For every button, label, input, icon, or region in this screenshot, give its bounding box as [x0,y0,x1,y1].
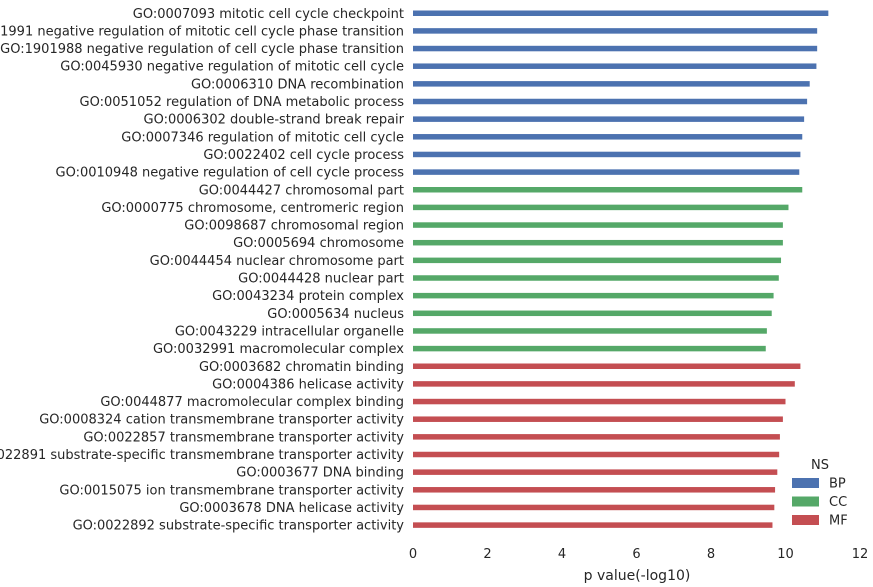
bar-bp [413,98,808,105]
bar-mf [413,522,773,528]
x-tick-label: 0 [409,547,417,562]
bar-cc [413,257,782,264]
category-label: GO:0044454 nuclear chromosome part [150,254,404,269]
category-label: GO:0003678 DNA helicase activity [179,501,404,516]
bars-layer [413,10,829,528]
category-label: GO:0008324 cation transmembrane transpor… [39,413,404,428]
category-label: GO:0022857 transmembrane transporter act… [83,430,404,445]
x-axis-label: p value(-log10) [584,568,691,584]
bar-mf [413,469,778,475]
category-label: GO:0043234 protein complex [212,289,404,304]
x-tick-label: 4 [558,547,566,562]
category-label: GO:0044428 nuclear part [238,272,404,287]
legend-title: NS [811,458,829,473]
bar-cc [413,187,803,193]
legend: NS BP CC MF [792,458,848,529]
bar-mf [413,487,776,493]
legend-swatch-mf [792,515,819,525]
category-labels: GO:0007093 mitotic cell cycle checkpoint… [0,7,405,534]
category-label: GO:0005694 chromosome [233,236,404,251]
category-label: GO:0006302 double-strand break repair [144,113,405,128]
bar-bp [413,63,817,69]
bar-mf [413,381,795,387]
legend-label-bp: BP [829,477,846,492]
bar-bp [413,169,800,175]
category-label: GO:0051052 regulation of DNA metabolic p… [80,95,405,110]
category-label: GO:1901991 negative regulation of mitoti… [0,24,404,39]
bar-cc [413,275,779,281]
bar-bp [413,10,829,16]
x-tick-label: 2 [483,547,491,562]
x-tick-label: 8 [707,547,715,562]
bar-cc [413,222,783,228]
category-label: GO:0006310 DNA recombination [191,77,404,92]
category-label: GO:0015075 ion transmembrane transporter… [59,483,404,498]
category-label: GO:0003677 DNA binding [236,466,404,481]
bar-bp [413,28,818,34]
bar-mf [413,363,801,369]
category-label: GO:0005634 nucleus [267,307,404,322]
category-label: GO:0044427 chromosomal part [199,183,404,198]
bar-bp [413,45,818,52]
legend-swatch-cc [792,496,819,507]
category-label: GO:0045930 negative regulation of mitoti… [60,60,404,75]
bar-mf [413,504,775,511]
category-label: GO:0022402 cell cycle process [203,148,404,163]
bar-bp [413,134,803,140]
category-label: GO:0044877 macromolecular complex bindin… [100,395,404,410]
bar-bp [413,81,810,87]
category-label: GO:0043229 intracellular organelle [175,324,404,339]
bar-cc [413,239,783,246]
x-tick-label: 12 [852,547,869,562]
category-label: GO:0007346 regulation of mitotic cell cy… [121,130,404,145]
category-label: GO:0022892 substrate-specific transporte… [73,519,405,534]
category-label: GO:0003682 chromatin binding [199,360,404,375]
category-label: GO:0000775 chromosome, centromeric regio… [101,201,404,216]
category-label: GO:0010948 negative regulation of cell c… [56,166,405,181]
legend-label-cc: CC [829,495,847,510]
bar-cc [413,328,767,334]
bar-mf [413,416,783,422]
bar-cc [413,204,789,211]
bar-bp [413,151,801,158]
bar-mf [413,434,780,440]
legend-label-mf: MF [829,514,848,529]
bar-mf [413,398,786,405]
x-tick-label: 10 [777,547,794,562]
bar-cc [413,310,772,317]
bar-bp [413,116,805,122]
legend-swatch-bp [792,478,819,488]
category-label: GO:0032991 macromolecular complex [153,342,404,357]
x-axis-ticks: 0 2 4 6 8 10 12 [409,547,868,562]
category-label: GO:0007093 mitotic cell cycle checkpoint [133,7,404,22]
x-tick-label: 6 [632,547,640,562]
bar-mf [413,451,780,458]
category-label: GO:0022891 substrate-specific transmembr… [0,448,404,463]
category-label: GO:0004386 helicase activity [212,377,404,392]
category-label: GO:0098687 chromosomal region [184,219,404,234]
bar-cc [413,292,774,299]
category-label: GO:1901988 negative regulation of cell c… [0,42,404,57]
bar-cc [413,345,766,352]
